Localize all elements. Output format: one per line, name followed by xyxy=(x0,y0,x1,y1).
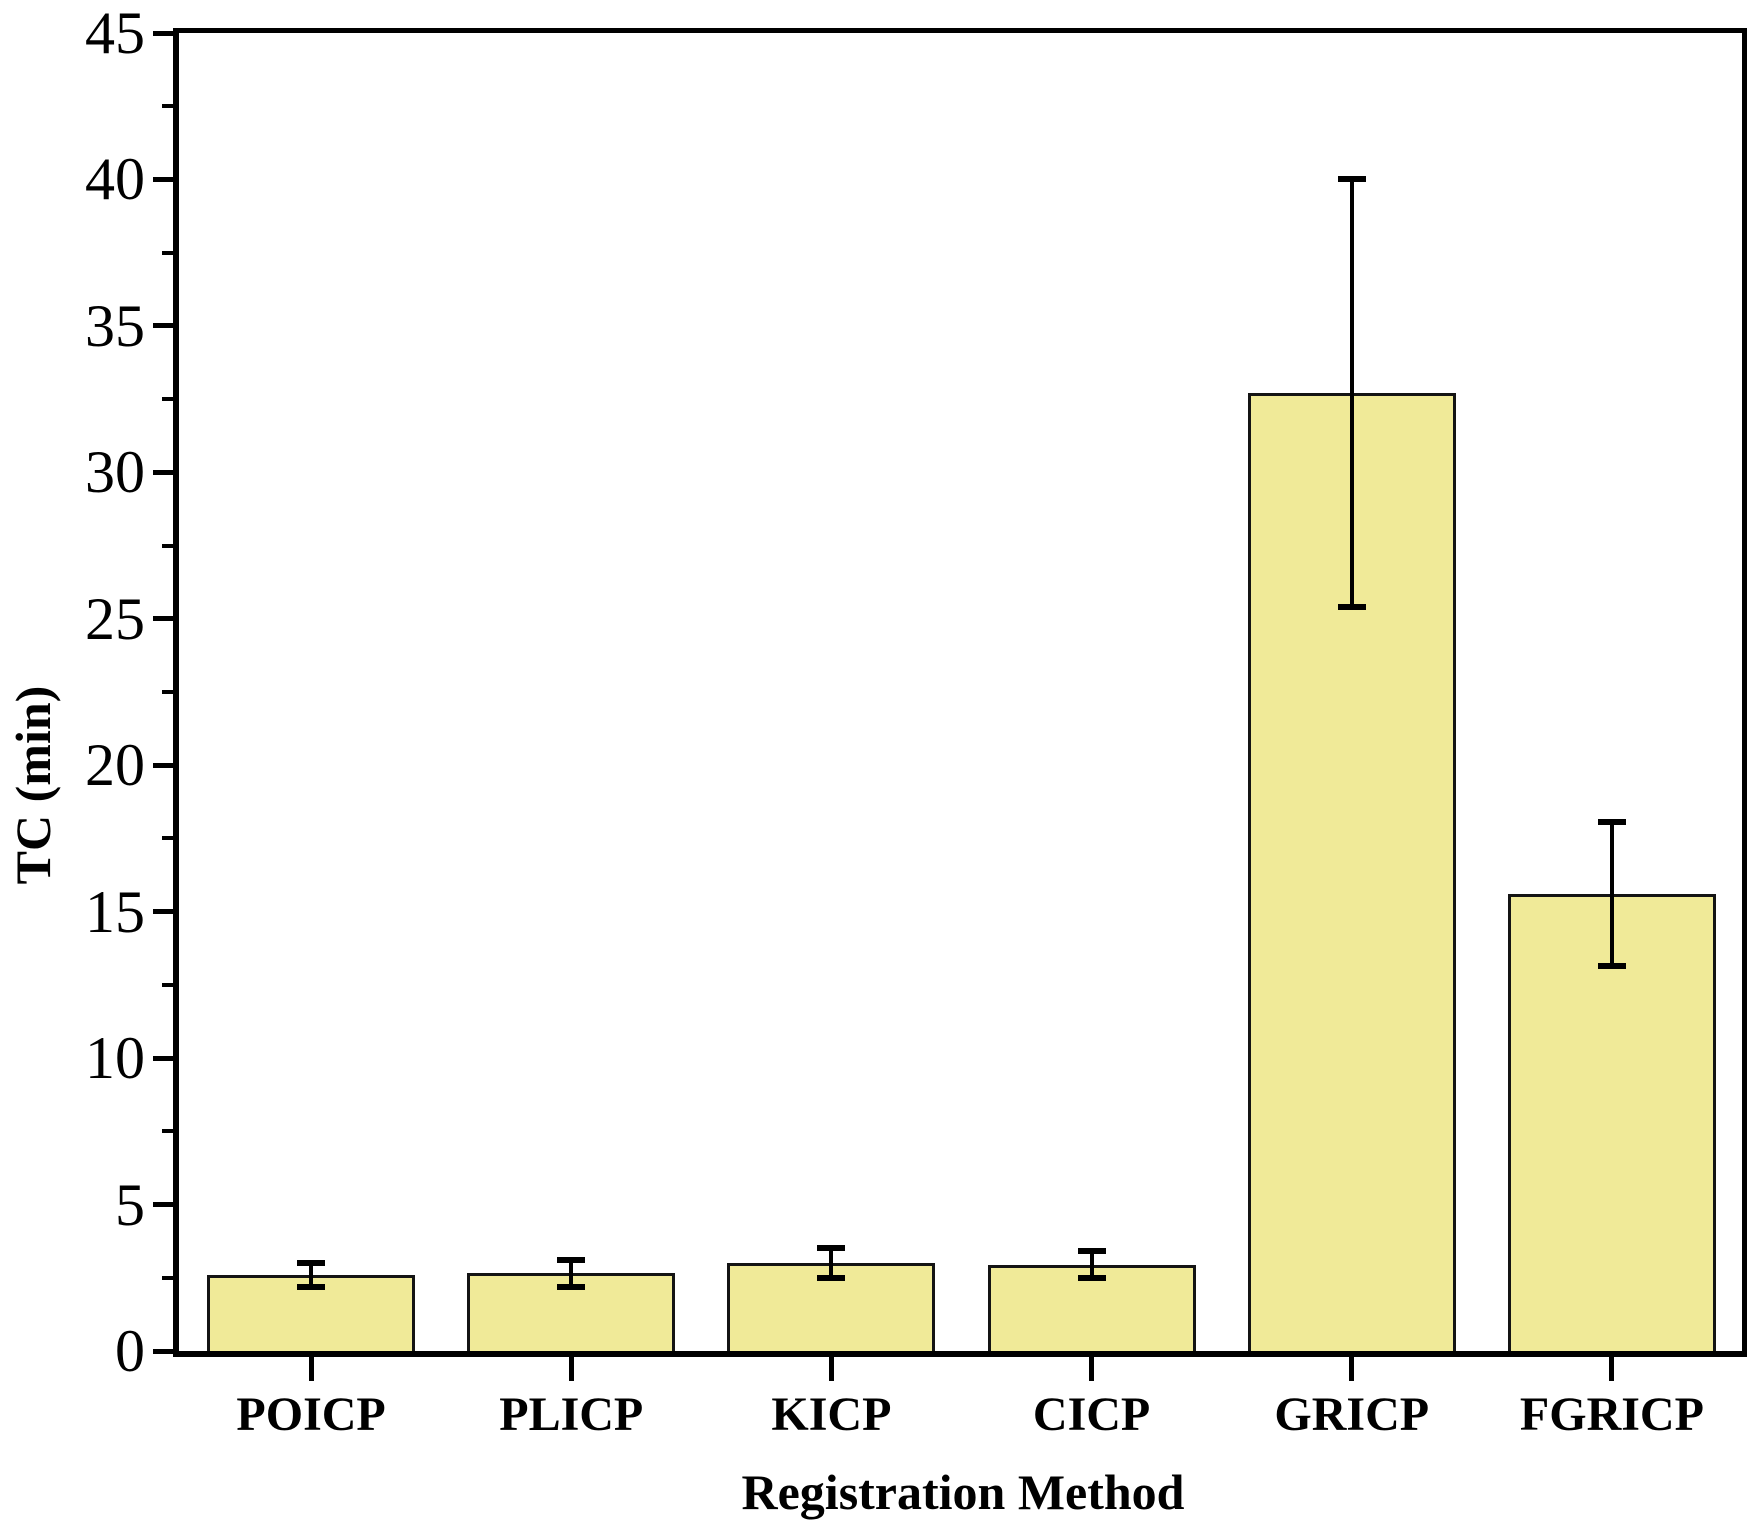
error-bar-cap-POICP xyxy=(297,1259,326,1266)
y-axis-minor-tick xyxy=(162,836,173,841)
y-axis-major-tick xyxy=(153,1202,173,1208)
y-axis-major-tick xyxy=(153,762,173,768)
x-axis-tick-GRICP xyxy=(1349,1357,1355,1381)
bar-FGRICP xyxy=(1507,894,1716,1351)
y-axis-tick-label-0: 0 xyxy=(115,1318,145,1384)
y-axis-minor-tick xyxy=(162,250,173,255)
x-axis-tick-POICP xyxy=(308,1357,314,1381)
error-bar-FGRICP xyxy=(1609,822,1614,966)
y-axis-tick-label-20: 20 xyxy=(85,732,145,799)
y-axis-tick-label-40: 40 xyxy=(85,146,145,213)
y-axis-major-tick xyxy=(153,1348,173,1354)
error-bar-cap-PLICP xyxy=(557,1283,586,1290)
error-bar-cap-POICP xyxy=(297,1284,326,1291)
error-bar-POICP xyxy=(309,1262,314,1288)
x-axis-tick-PLICP xyxy=(568,1357,574,1381)
y-axis-minor-tick xyxy=(162,690,173,694)
y-axis-major-tick xyxy=(153,1055,173,1061)
y-axis-minor-tick xyxy=(162,1275,173,1280)
error-bar-cap-GRICP xyxy=(1337,176,1366,183)
y-axis-minor-tick xyxy=(162,543,173,548)
y-axis-major-tick xyxy=(153,469,173,475)
x-category-label-KICP: KICP xyxy=(771,1388,892,1441)
error-bar-CICP xyxy=(1089,1251,1094,1278)
y-axis-title: TC (min) xyxy=(5,685,61,885)
y-axis-major-tick xyxy=(153,616,173,622)
y-axis-tick-label-35: 35 xyxy=(85,292,145,359)
x-category-label-GRICP: GRICP xyxy=(1274,1388,1430,1441)
error-bar-KICP xyxy=(829,1248,834,1278)
error-bar-cap-FGRICP xyxy=(1597,819,1626,826)
error-bar-cap-CICP xyxy=(1077,1274,1106,1281)
x-category-label-CICP: CICP xyxy=(1032,1388,1151,1441)
x-axis-tick-FGRICP xyxy=(1609,1357,1615,1381)
y-axis-tick-label-45: 45 xyxy=(85,0,145,66)
error-bar-GRICP xyxy=(1349,179,1354,608)
error-bar-cap-PLICP xyxy=(557,1257,586,1264)
y-axis-tick-label-10: 10 xyxy=(85,1025,145,1092)
y-axis-tick-label-15: 15 xyxy=(85,878,145,945)
y-axis-tick-label-25: 25 xyxy=(85,585,145,652)
x-axis-title: Registration Method xyxy=(741,1464,1185,1520)
y-axis-minor-tick xyxy=(162,982,173,987)
y-axis-minor-tick xyxy=(162,397,173,402)
x-category-label-POICP: POICP xyxy=(236,1388,386,1441)
y-axis-minor-tick xyxy=(162,1129,173,1134)
error-bar-cap-GRICP xyxy=(1337,604,1366,611)
error-bar-PLICP xyxy=(569,1260,574,1287)
error-bar-cap-CICP xyxy=(1077,1248,1106,1255)
y-axis-minor-tick xyxy=(162,104,173,109)
y-axis-major-tick xyxy=(153,323,173,329)
y-axis-tick-label-30: 30 xyxy=(85,439,145,506)
error-bar-cap-KICP xyxy=(817,1245,846,1252)
x-axis-tick-KICP xyxy=(828,1357,834,1381)
y-axis-tick-label-5: 5 xyxy=(115,1171,145,1238)
error-bar-cap-KICP xyxy=(817,1274,846,1281)
plot-frame xyxy=(173,28,1747,1357)
x-axis-tick-CICP xyxy=(1089,1357,1095,1381)
error-bar-cap-FGRICP xyxy=(1597,962,1626,969)
y-axis-major-tick xyxy=(153,30,173,36)
x-category-label-PLICP: PLICP xyxy=(499,1388,644,1441)
x-category-label-FGRICP: FGRICP xyxy=(1519,1388,1704,1441)
y-axis-major-tick xyxy=(153,176,173,182)
y-axis-major-tick xyxy=(153,909,173,915)
